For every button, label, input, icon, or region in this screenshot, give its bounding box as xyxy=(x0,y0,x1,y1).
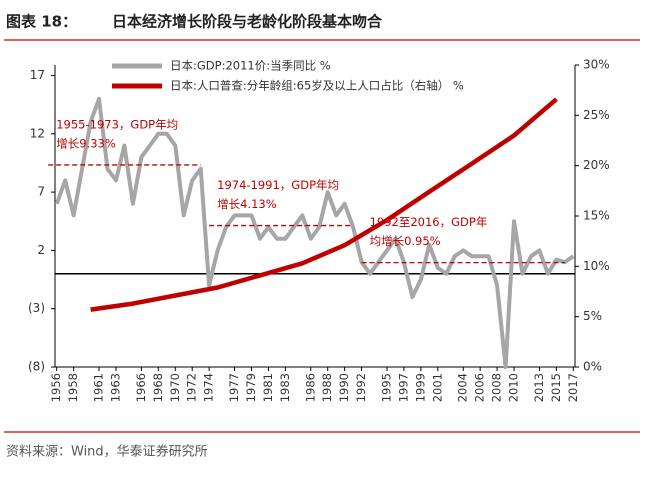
y2-tick-label: 25% xyxy=(583,108,610,122)
x-tick-label: 1972 xyxy=(185,373,199,402)
y-tick-label: 2 xyxy=(37,243,45,257)
y2-tick-label: 0% xyxy=(583,360,602,374)
chart-title: 日本经济增长阶段与老龄化阶段基本吻合 xyxy=(112,13,383,31)
legend-label: 日本:人口普查:分年龄组:65岁及以上人口占比（右轴） % xyxy=(170,79,464,93)
y-tick-label: (3) xyxy=(28,301,45,315)
x-tick-label: 1979 xyxy=(244,373,258,402)
x-tick-label: 1997 xyxy=(396,373,410,402)
x-tick-label: 1986 xyxy=(303,373,317,402)
x-tick-label: 2001 xyxy=(430,373,444,402)
x-tick-label: 2004 xyxy=(456,373,470,402)
x-tick-label: 2006 xyxy=(473,373,487,402)
average-label: 增长9.33% xyxy=(56,136,116,150)
x-tick-label: 1956 xyxy=(49,373,63,402)
y-tick-label: 17 xyxy=(30,68,45,82)
y2-tick-label: 5% xyxy=(583,309,602,323)
series-line xyxy=(54,96,575,369)
x-tick-label: 1988 xyxy=(320,373,334,402)
average-label: 1974-1991，GDP年均 xyxy=(217,178,339,192)
x-tick-label: 1990 xyxy=(337,373,351,402)
y2-tick-label: 15% xyxy=(583,209,610,223)
source-note: 资料来源：Wind，华泰证券研究所 xyxy=(6,444,208,460)
x-tick-label: 1968 xyxy=(151,373,165,402)
y-tick-label: (8) xyxy=(28,360,45,374)
series-line xyxy=(90,97,558,312)
average-label: 1992至2016，GDP年 xyxy=(370,215,488,229)
x-tick-label: 2008 xyxy=(490,373,504,402)
x-tick-label: 1961 xyxy=(92,373,106,402)
x-tick-label: 1974 xyxy=(202,373,216,402)
x-tick-label: 1963 xyxy=(108,373,122,402)
x-tick-label: 2013 xyxy=(532,373,546,402)
x-tick-label: 1966 xyxy=(134,373,148,402)
x-tick-label: 2017 xyxy=(566,373,580,402)
x-tick-label: 2010 xyxy=(507,373,521,402)
y-tick-label: 7 xyxy=(37,185,45,199)
x-tick-label: 1977 xyxy=(227,373,241,402)
x-tick-label: 1958 xyxy=(66,373,80,402)
x-tick-label: 1981 xyxy=(261,373,275,402)
y2-tick-label: 30% xyxy=(583,58,610,72)
x-tick-label: 2015 xyxy=(549,373,563,402)
figure-number: 图表 18： xyxy=(6,13,77,31)
average-label: 均增长0.95% xyxy=(370,234,441,248)
x-tick-label: 1999 xyxy=(413,373,427,402)
y2-tick-label: 10% xyxy=(583,259,610,273)
x-tick-label: 1983 xyxy=(278,373,292,402)
average-label: 1955-1973，GDP年均 xyxy=(56,117,178,131)
legend-label: 日本:GDP:2011价:当季同比 % xyxy=(170,59,331,73)
x-tick-label: 1970 xyxy=(168,373,182,402)
x-tick-label: 1992 xyxy=(354,373,368,402)
y-tick-label: 12 xyxy=(30,126,45,140)
y2-tick-label: 20% xyxy=(583,158,610,172)
x-tick-label: 1995 xyxy=(379,373,393,402)
average-label: 增长4.13% xyxy=(217,197,277,211)
